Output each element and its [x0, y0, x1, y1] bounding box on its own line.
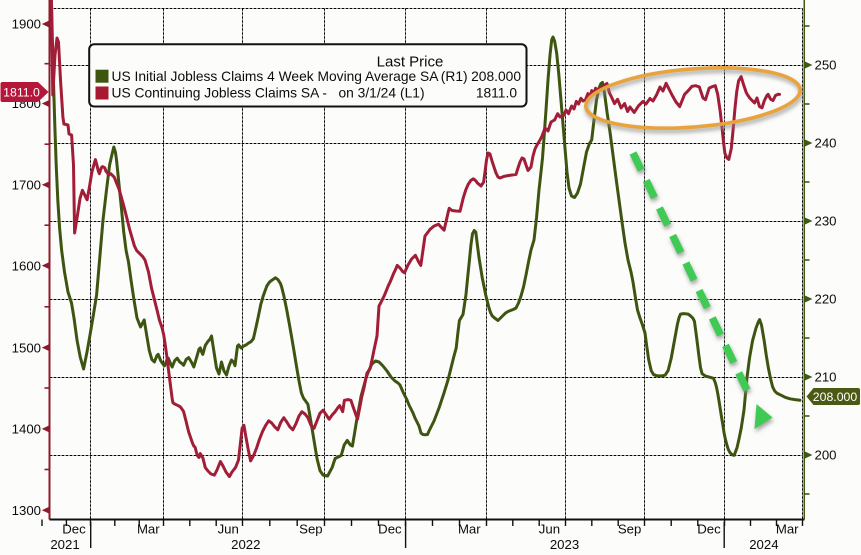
- svg-text:Jun: Jun: [218, 522, 239, 537]
- svg-text:2022: 2022: [231, 537, 260, 550]
- svg-text:Sep: Sep: [618, 522, 641, 537]
- svg-text:1400: 1400: [12, 422, 41, 437]
- svg-text:Mar: Mar: [458, 522, 481, 537]
- svg-text:Sep: Sep: [299, 522, 322, 537]
- svg-text:Dec: Dec: [697, 522, 721, 537]
- svg-text:1700: 1700: [12, 178, 41, 193]
- svg-text:2021: 2021: [50, 537, 79, 550]
- svg-text:1811.0: 1811.0: [476, 86, 518, 101]
- svg-text:210: 210: [815, 370, 837, 385]
- svg-text:US Continuing Jobless Claims S: US Continuing Jobless Claims SA - on 3/1…: [112, 86, 397, 101]
- svg-text:1600: 1600: [12, 258, 41, 273]
- svg-text:1500: 1500: [12, 340, 41, 355]
- svg-text:(R1): (R1): [441, 69, 468, 84]
- svg-text:230: 230: [815, 214, 837, 229]
- svg-text:240: 240: [815, 136, 837, 151]
- svg-text:2023: 2023: [550, 537, 579, 550]
- svg-text:Jun: Jun: [539, 522, 560, 537]
- svg-text:(L1): (L1): [400, 86, 425, 101]
- svg-text:200: 200: [815, 448, 837, 463]
- svg-text:2024: 2024: [749, 537, 778, 550]
- svg-text:Mar: Mar: [776, 522, 799, 537]
- svg-text:Dec: Dec: [378, 522, 402, 537]
- svg-text:US Initial Jobless Claims 4 We: US Initial Jobless Claims 4 Week Moving …: [112, 69, 440, 84]
- svg-text:208.000: 208.000: [813, 390, 858, 404]
- svg-text:Last Price: Last Price: [377, 54, 444, 71]
- svg-text:Dec: Dec: [62, 522, 86, 537]
- svg-text:1300: 1300: [12, 503, 41, 518]
- svg-text:Mar: Mar: [137, 522, 160, 537]
- svg-text:250: 250: [815, 58, 837, 73]
- svg-text:208.000: 208.000: [471, 69, 521, 84]
- svg-text:1811.0: 1811.0: [3, 85, 40, 99]
- svg-text:220: 220: [815, 292, 837, 307]
- svg-text:1900: 1900: [12, 17, 41, 32]
